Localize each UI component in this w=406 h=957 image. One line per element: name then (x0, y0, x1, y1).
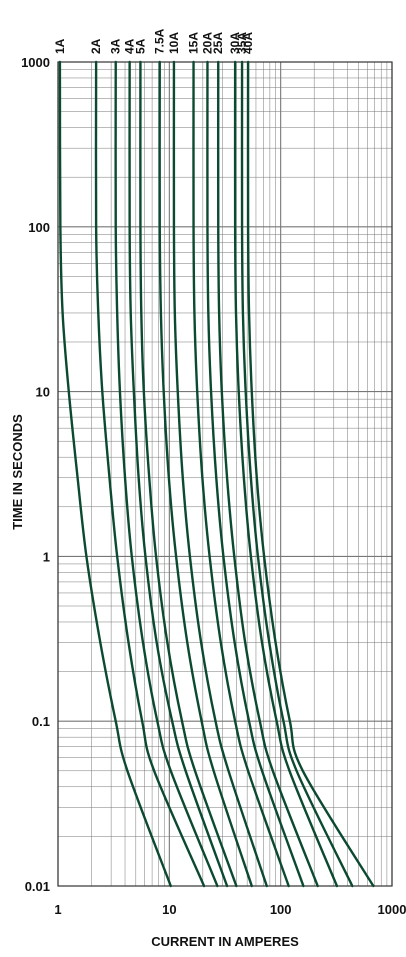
grid (57, 61, 393, 887)
x-tick-label: 1000 (378, 902, 406, 917)
y-tick-label: 10 (36, 385, 50, 400)
series-label: 40A (241, 32, 255, 54)
y-tick-label: 1 (43, 549, 50, 564)
x-axis-title: CURRENT IN AMPERES (151, 934, 299, 949)
series-label: 30A (228, 32, 242, 54)
plot-frame (57, 61, 393, 887)
fuse-curve (192, 60, 290, 888)
series-label: 7.5A (153, 28, 167, 54)
series-label: 1A (53, 38, 67, 54)
y-tick-label: 1000 (21, 55, 50, 70)
y-tick-label: 100 (28, 220, 50, 235)
fuse-curve (114, 60, 219, 888)
series-label: 15A (187, 32, 201, 54)
y-tick-label: 0.1 (32, 714, 50, 729)
series-label: 35A (235, 32, 249, 54)
fuse-curve (216, 60, 319, 888)
series-label: 2A (89, 38, 103, 54)
fuse-curve (240, 60, 354, 888)
x-tick-label: 10 (162, 902, 176, 917)
x-tick-label: 100 (270, 902, 292, 917)
fuse-curve (139, 60, 238, 888)
series-label: 3A (109, 38, 123, 54)
fuse-curve (128, 60, 229, 888)
series-label: 25A (211, 32, 225, 54)
y-tick-label: 0.01 (25, 879, 50, 894)
series-label: 4A (123, 38, 137, 54)
fuse-curve (58, 60, 172, 888)
series-label: 20A (201, 32, 215, 54)
fuse-curve (172, 60, 268, 888)
fuse-curves (58, 60, 375, 888)
fuse-curve (233, 60, 339, 888)
fuse-curve (206, 60, 305, 888)
fuse-curve (94, 60, 206, 888)
x-tick-label: 1 (54, 902, 61, 917)
fuse-curve (246, 60, 375, 888)
fuse-curve (158, 60, 253, 888)
y-axis-title: TIME IN SECONDS (10, 414, 25, 530)
tick-labels: 1 10 100 1000 0.01 0.1 1 10 100 1000 (21, 55, 406, 917)
series-label: 10A (167, 32, 181, 54)
series-label: 5A (133, 38, 147, 54)
